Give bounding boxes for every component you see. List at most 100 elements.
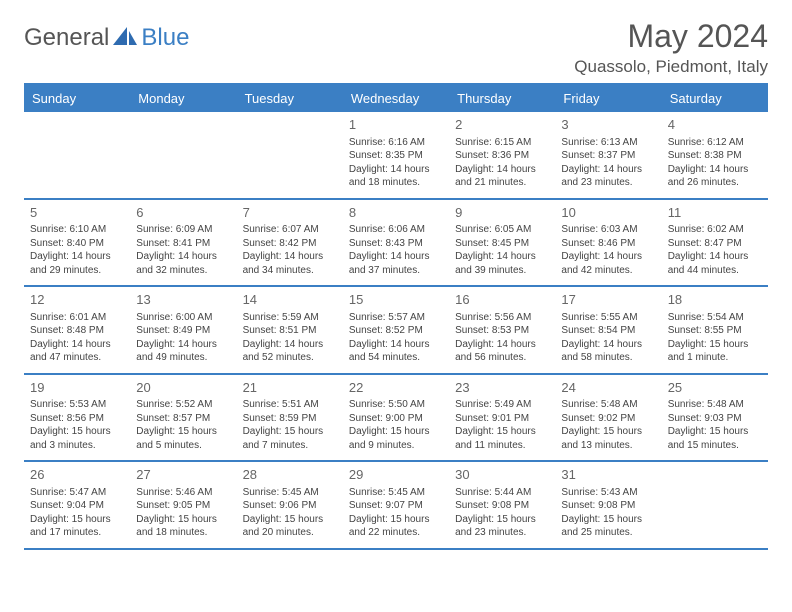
sunset-line: Sunset: 8:47 PM [668,237,762,251]
day-number: 17 [561,291,655,309]
sunrise-line: Sunrise: 6:00 AM [136,311,230,325]
day-cell: 26Sunrise: 5:47 AMSunset: 9:04 PMDayligh… [24,462,130,548]
day-number: 20 [136,379,230,397]
sunrise-line: Sunrise: 5:57 AM [349,311,443,325]
sunrise-line: Sunrise: 5:52 AM [136,398,230,412]
day-cell: 17 Sunrise: 5:55 AMSunset: 8:54 PMDayligh… [555,287,661,373]
day-cell: 25Sunrise: 5:48 AMSunset: 9:03 PMDayligh… [662,375,768,461]
day-cell: 21Sunrise: 5:51 AMSunset: 8:59 PMDayligh… [237,375,343,461]
daylight-line: Daylight: 14 hours and 26 minutes. [668,163,762,190]
daylight-line: Daylight: 14 hours and 52 minutes. [243,338,337,365]
daylight-line: Daylight: 14 hours and 47 minutes. [30,338,124,365]
daylight-line: Daylight: 14 hours and 44 minutes. [668,250,762,277]
sunrise-line: Sunrise: 5:59 AM [243,311,337,325]
sunset-line: Sunset: 8:55 PM [668,324,762,338]
day-cell [130,112,236,198]
day-cell: 1Sunrise: 6:16 AMSunset: 8:35 PMDaylight… [343,112,449,198]
daylight-line: Daylight: 15 hours and 11 minutes. [455,425,549,452]
daylight-line: Daylight: 15 hours and 1 minute. [668,338,762,365]
sunset-line: Sunset: 8:52 PM [349,324,443,338]
sunrise-line: Sunrise: 5:45 AM [349,486,443,500]
sunrise-line: Sunrise: 5:55 AM [561,311,655,325]
weekday-header-row: SundayMondayTuesdayWednesdayThursdayFrid… [24,85,768,112]
sunset-line: Sunset: 8:46 PM [561,237,655,251]
day-cell: 18Sunrise: 5:54 AMSunset: 8:55 PMDayligh… [662,287,768,373]
sunset-line: Sunset: 8:49 PM [136,324,230,338]
day-number: 12 [30,291,124,309]
day-number: 15 [349,291,443,309]
sunrise-line: Sunrise: 5:45 AM [243,486,337,500]
weekday-cell: Wednesday [343,85,449,112]
day-cell: 14Sunrise: 5:59 AMSunset: 8:51 PMDayligh… [237,287,343,373]
sunrise-line: Sunrise: 5:51 AM [243,398,337,412]
week-row: 1Sunrise: 6:16 AMSunset: 8:35 PMDaylight… [24,112,768,200]
daylight-line: Daylight: 14 hours and 56 minutes. [455,338,549,365]
day-number: 25 [668,379,762,397]
sunset-line: Sunset: 8:35 PM [349,149,443,163]
weekday-cell: Monday [130,85,236,112]
day-cell: 6Sunrise: 6:09 AMSunset: 8:41 PMDaylight… [130,200,236,286]
logo-sail-icon [113,25,139,52]
daylight-line: Daylight: 14 hours and 54 minutes. [349,338,443,365]
sunset-line: Sunset: 9:08 PM [561,499,655,513]
sunset-line: Sunset: 8:56 PM [30,412,124,426]
daylight-line: Daylight: 14 hours and 32 minutes. [136,250,230,277]
day-cell: 24Sunrise: 5:48 AMSunset: 9:02 PMDayligh… [555,375,661,461]
day-cell: 13Sunrise: 6:00 AMSunset: 8:49 PMDayligh… [130,287,236,373]
daylight-line: Daylight: 14 hours and 42 minutes. [561,250,655,277]
sunrise-line: Sunrise: 6:12 AM [668,136,762,150]
day-cell: 20Sunrise: 5:52 AMSunset: 8:57 PMDayligh… [130,375,236,461]
daylight-line: Daylight: 14 hours and 18 minutes. [349,163,443,190]
day-cell: 15 Sunrise: 5:57 AMSunset: 8:52 PMDayligh… [343,287,449,373]
sunset-line: Sunset: 9:03 PM [668,412,762,426]
day-cell: 4Sunrise: 6:12 AMSunset: 8:38 PMDaylight… [662,112,768,198]
sunset-line: Sunset: 9:07 PM [349,499,443,513]
sunset-line: Sunset: 8:43 PM [349,237,443,251]
sunrise-line: Sunrise: 5:46 AM [136,486,230,500]
sunset-line: Sunset: 9:02 PM [561,412,655,426]
sunrise-line: Sunrise: 5:48 AM [668,398,762,412]
sunset-line: Sunset: 8:41 PM [136,237,230,251]
sunset-line: Sunset: 9:00 PM [349,412,443,426]
sunset-line: Sunset: 9:06 PM [243,499,337,513]
day-cell: 28Sunrise: 5:45 AMSunset: 9:06 PMDayligh… [237,462,343,548]
week-row: 5Sunrise: 6:10 AMSunset: 8:40 PMDaylight… [24,200,768,288]
daylight-line: Daylight: 14 hours and 23 minutes. [561,163,655,190]
day-number: 8 [349,204,443,222]
day-number: 28 [243,466,337,484]
sunrise-line: Sunrise: 6:01 AM [30,311,124,325]
day-cell: 10Sunrise: 6:03 AMSunset: 8:46 PMDayligh… [555,200,661,286]
sunset-line: Sunset: 8:42 PM [243,237,337,251]
day-number: 10 [561,204,655,222]
day-cell [662,462,768,548]
day-cell [237,112,343,198]
daylight-line: Daylight: 15 hours and 13 minutes. [561,425,655,452]
sunset-line: Sunset: 8:36 PM [455,149,549,163]
day-number: 21 [243,379,337,397]
logo-text-blue: Blue [141,24,189,52]
day-cell: 16Sunrise: 5:56 AMSunset: 8:53 PMDayligh… [449,287,555,373]
sunrise-line: Sunrise: 6:16 AM [349,136,443,150]
daylight-line: Daylight: 14 hours and 29 minutes. [30,250,124,277]
day-number: 2 [455,116,549,134]
day-cell: 29Sunrise: 5:45 AMSunset: 9:07 PMDayligh… [343,462,449,548]
day-cell: 9Sunrise: 6:05 AMSunset: 8:45 PMDaylight… [449,200,555,286]
daylight-line: Daylight: 14 hours and 39 minutes. [455,250,549,277]
day-number: 14 [243,291,337,309]
day-number: 7 [243,204,337,222]
daylight-line: Daylight: 14 hours and 49 minutes. [136,338,230,365]
weekday-cell: Friday [555,85,661,112]
daylight-line: Daylight: 15 hours and 18 minutes. [136,513,230,540]
day-number: 9 [455,204,549,222]
sunset-line: Sunset: 9:08 PM [455,499,549,513]
day-number: 5 [30,204,124,222]
day-number: 16 [455,291,549,309]
sunset-line: Sunset: 8:59 PM [243,412,337,426]
sunrise-line: Sunrise: 6:09 AM [136,223,230,237]
sunset-line: Sunset: 8:54 PM [561,324,655,338]
day-cell: 30Sunrise: 5:44 AMSunset: 9:08 PMDayligh… [449,462,555,548]
sunrise-line: Sunrise: 5:47 AM [30,486,124,500]
daylight-line: Daylight: 15 hours and 3 minutes. [30,425,124,452]
daylight-line: Daylight: 14 hours and 58 minutes. [561,338,655,365]
daylight-line: Daylight: 15 hours and 9 minutes. [349,425,443,452]
